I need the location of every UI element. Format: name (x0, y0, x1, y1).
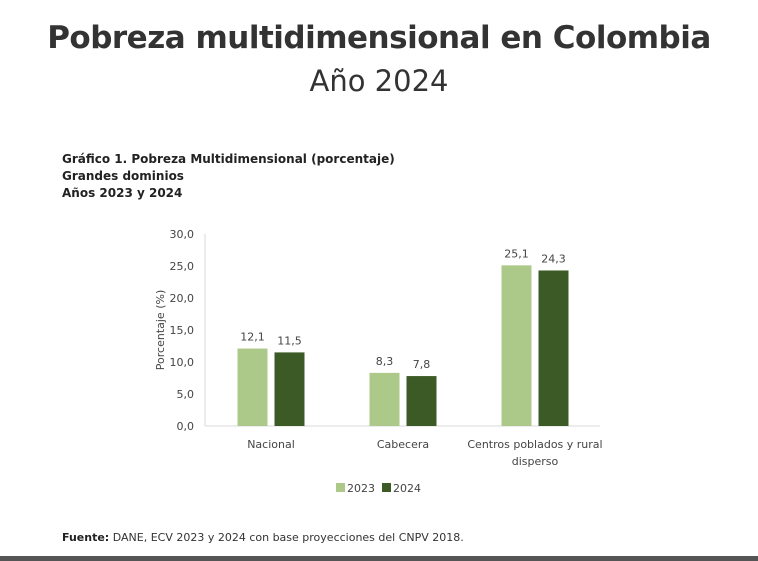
bar-2023-0 (237, 348, 268, 426)
y-tick-label: 5,0 (177, 388, 195, 401)
data-label: 25,1 (504, 247, 529, 260)
data-label: 7,8 (413, 358, 431, 371)
bottom-bar (0, 556, 758, 561)
y-tick-label: 0,0 (177, 420, 195, 433)
bar-2023-1 (369, 372, 400, 426)
y-tick-label: 30,0 (170, 228, 195, 241)
y-tick-label: 15,0 (170, 324, 195, 337)
y-tick-label: 10,0 (170, 356, 195, 369)
data-label: 12,1 (240, 331, 265, 344)
x-tick-label: Cabecera (377, 438, 429, 451)
data-label: 24,3 (541, 252, 566, 265)
y-tick-label: 25,0 (170, 260, 195, 273)
legend-label-2024: 2024 (393, 482, 421, 495)
chart-caption: Gráfico 1. Pobreza Multidimensional (por… (62, 151, 395, 202)
x-tick-label: Centros poblados y rural (467, 438, 602, 451)
bar-2024-1 (406, 376, 437, 426)
bar-2024-2 (538, 270, 569, 426)
legend-label-2023: 2023 (347, 482, 375, 495)
data-label: 11,5 (277, 334, 302, 347)
bar-2023-2 (501, 265, 532, 426)
bar-2024-0 (274, 352, 305, 426)
data-label: 8,3 (376, 355, 394, 368)
caption-line-2: Grandes dominios (62, 169, 184, 183)
legend-swatch-2023 (336, 483, 345, 492)
caption-line-1: Gráfico 1. Pobreza Multidimensional (por… (62, 152, 395, 166)
y-tick-label: 20,0 (170, 292, 195, 305)
legend-swatch-2024 (382, 483, 391, 492)
source-label: Fuente: (62, 531, 110, 544)
x-tick-label: disperso (512, 455, 559, 468)
y-axis-title: Porcentaje (%) (154, 290, 167, 370)
source-note: Fuente: DANE, ECV 2023 y 2024 con base p… (62, 531, 464, 544)
page-title: Pobreza multidimensional en Colombia (47, 20, 711, 56)
source-text: DANE, ECV 2023 y 2024 con base proyeccio… (109, 531, 464, 544)
x-tick-label: Nacional (247, 438, 295, 451)
page-subtitle: Año 2024 (309, 64, 449, 98)
caption-line-3: Años 2023 y 2024 (62, 186, 183, 200)
